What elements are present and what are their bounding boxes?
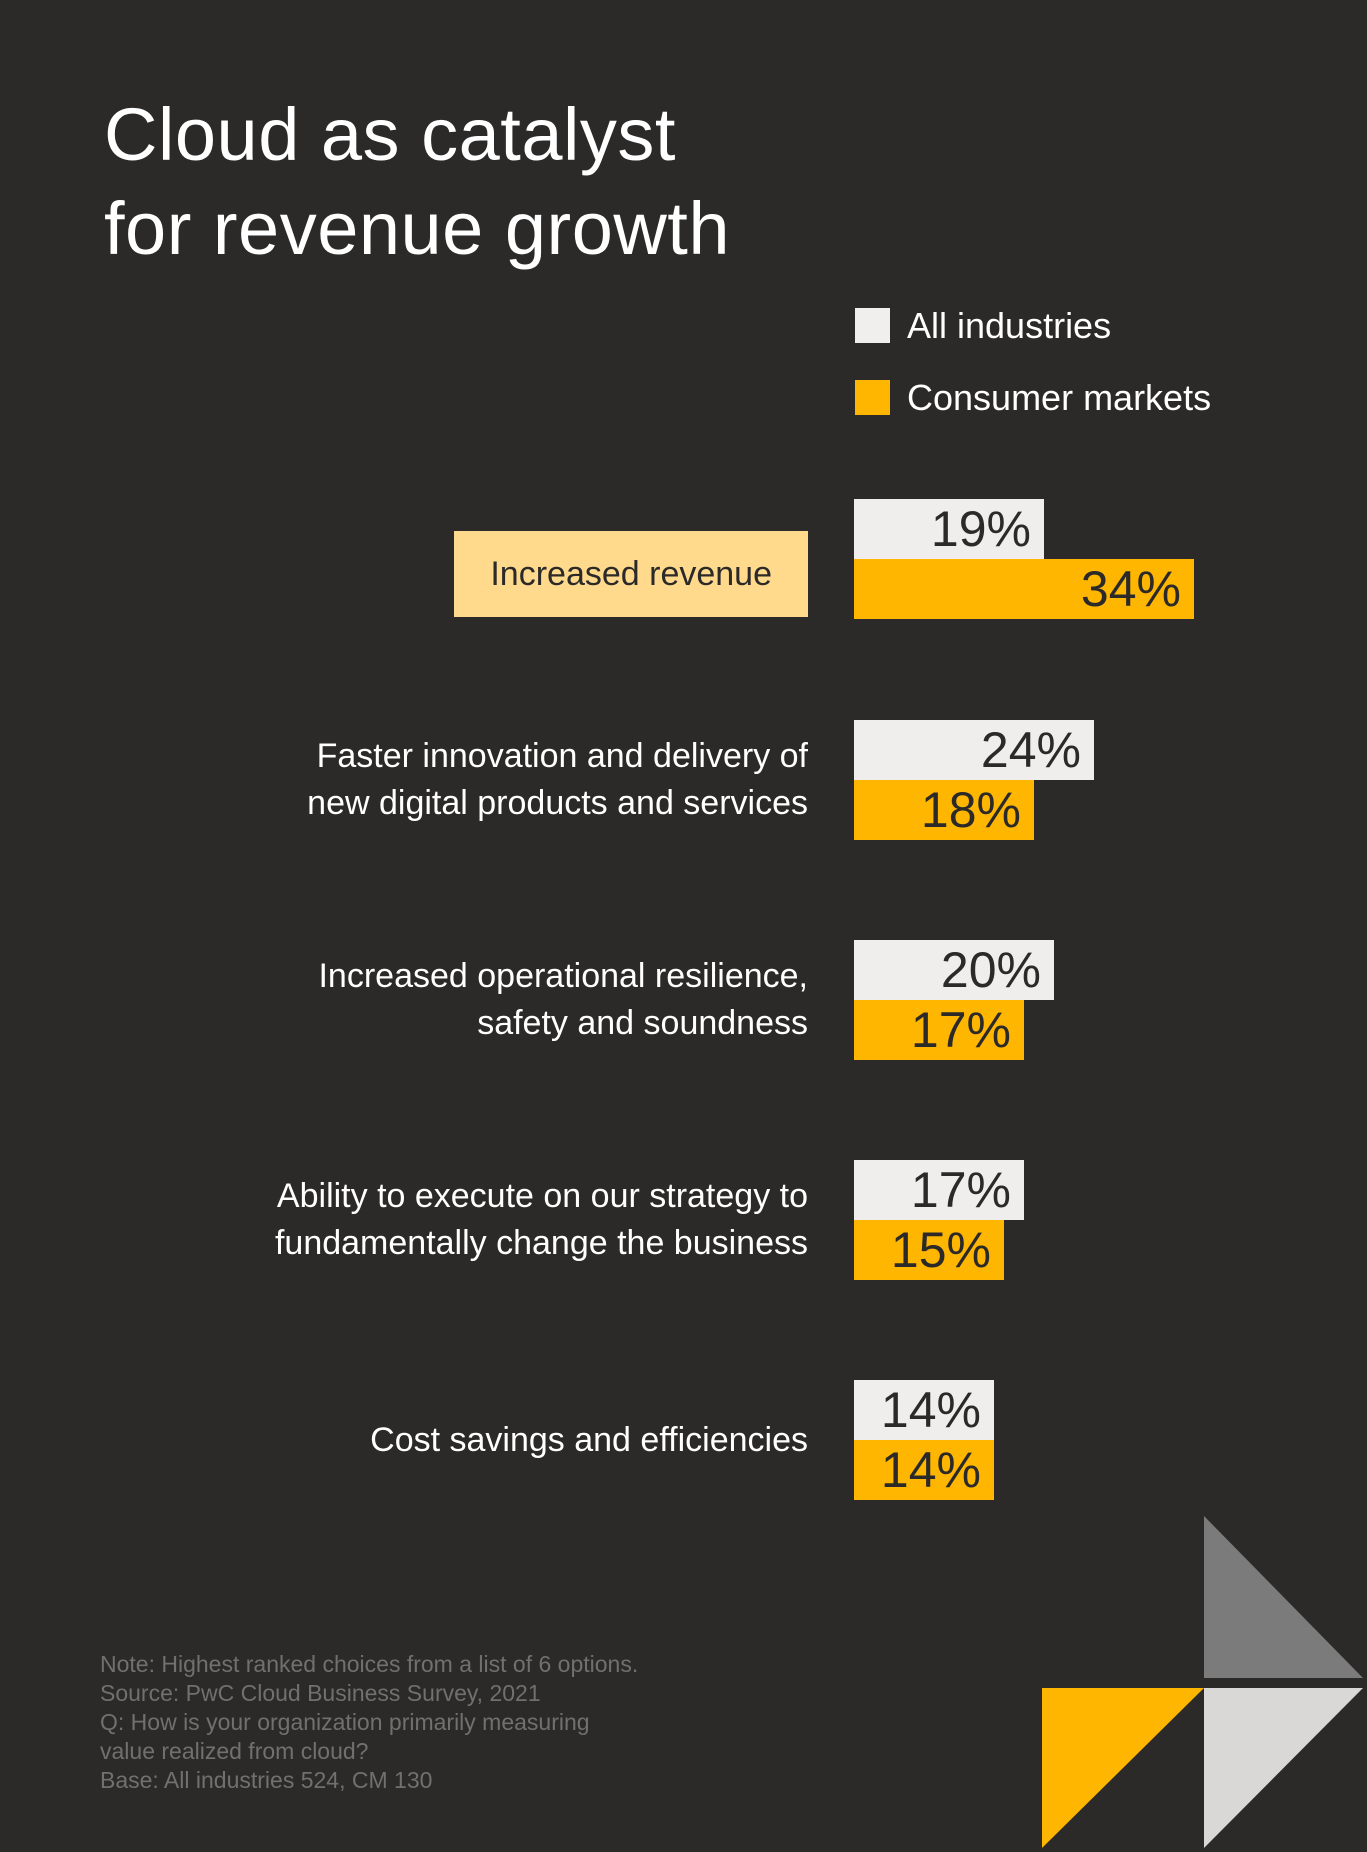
category-label: Cost savings and efficiencies bbox=[370, 1420, 808, 1459]
bar-pair: 24% 18% bbox=[854, 720, 1094, 840]
bar-consumer-markets: 14% bbox=[854, 1440, 994, 1500]
bar-value-label: 17% bbox=[910, 1002, 1011, 1058]
bar-consumer-markets: 17% bbox=[854, 1000, 1024, 1060]
footnote-line: value realized from cloud? bbox=[100, 1738, 369, 1764]
logo-triangle-bottom-left-icon bbox=[1042, 1688, 1204, 1848]
bar-pair: 14% 14% bbox=[854, 1380, 994, 1500]
bar-all-industries: 14% bbox=[854, 1380, 994, 1440]
bar-value-label: 17% bbox=[910, 1162, 1011, 1218]
category-label: Faster innovation and delivery of new di… bbox=[307, 737, 808, 822]
highlighted-category-label: Increased revenue bbox=[454, 531, 808, 617]
bar-value-label: 14% bbox=[880, 1442, 981, 1498]
bar-consumer-markets: 34% bbox=[854, 559, 1194, 619]
bar-all-industries: 20% bbox=[854, 940, 1054, 1000]
bar-row-ability-to-execute: Ability to execute on our strategy to fu… bbox=[0, 1160, 1367, 1280]
logo-triangle-top-icon bbox=[1204, 1516, 1363, 1678]
legend-swatch-all-industries bbox=[855, 308, 890, 343]
legend-swatch-consumer-markets bbox=[855, 380, 890, 415]
bar-value-label: 19% bbox=[930, 501, 1031, 557]
bar-row-operational-resilience: Increased operational resilience, safety… bbox=[0, 940, 1367, 1060]
legend-label-consumer-markets: Consumer markets bbox=[907, 376, 1212, 418]
pwc-logo-mark bbox=[1042, 1516, 1363, 1848]
bar-consumer-markets: 18% bbox=[854, 780, 1034, 840]
legend-item-all-industries: All industries bbox=[855, 305, 1211, 346]
category-label: Ability to execute on our strategy to fu… bbox=[274, 1177, 808, 1262]
legend-item-consumer-markets: Consumer markets bbox=[855, 377, 1211, 418]
footnote-line: Base: All industries 524, CM 130 bbox=[100, 1767, 433, 1793]
bar-row-increased-revenue: Increased revenue 19% 34% bbox=[0, 499, 1367, 619]
footnote-block: Note: Highest ranked choices from a list… bbox=[100, 1650, 638, 1795]
bar-pair: 19% 34% bbox=[854, 499, 1194, 619]
bar-value-label: 14% bbox=[880, 1382, 981, 1438]
footnote-line: Note: Highest ranked choices from a list… bbox=[100, 1651, 639, 1677]
bar-consumer-markets: 15% bbox=[854, 1220, 1004, 1280]
bar-value-label: 15% bbox=[890, 1222, 991, 1278]
bar-value-label: 18% bbox=[920, 782, 1021, 838]
bar-row-faster-innovation: Faster innovation and delivery of new di… bbox=[0, 720, 1367, 840]
bar-row-cost-savings: Cost savings and efficiencies 14% 14% bbox=[0, 1380, 1367, 1500]
bar-value-label: 20% bbox=[940, 942, 1041, 998]
bar-pair: 17% 15% bbox=[854, 1160, 1024, 1280]
chart-legend: All industries Consumer markets bbox=[855, 305, 1211, 452]
category-label: Increased operational resilience, safety… bbox=[318, 957, 808, 1042]
footnote-line: Q: How is your organization primarily me… bbox=[100, 1709, 590, 1735]
bar-all-industries: 17% bbox=[854, 1160, 1024, 1220]
bar-all-industries: 19% bbox=[854, 499, 1044, 559]
footnote-line: Source: PwC Cloud Business Survey, 2021 bbox=[100, 1680, 541, 1706]
bar-value-label: 24% bbox=[980, 722, 1081, 778]
bar-value-label: 34% bbox=[1080, 561, 1181, 617]
page-title: Cloud as catalyst for revenue growth bbox=[104, 93, 731, 270]
legend-label-all-industries: All industries bbox=[907, 304, 1112, 346]
bar-all-industries: 24% bbox=[854, 720, 1094, 780]
logo-triangle-bottom-right-icon bbox=[1204, 1688, 1363, 1848]
bar-pair: 20% 17% bbox=[854, 940, 1054, 1060]
